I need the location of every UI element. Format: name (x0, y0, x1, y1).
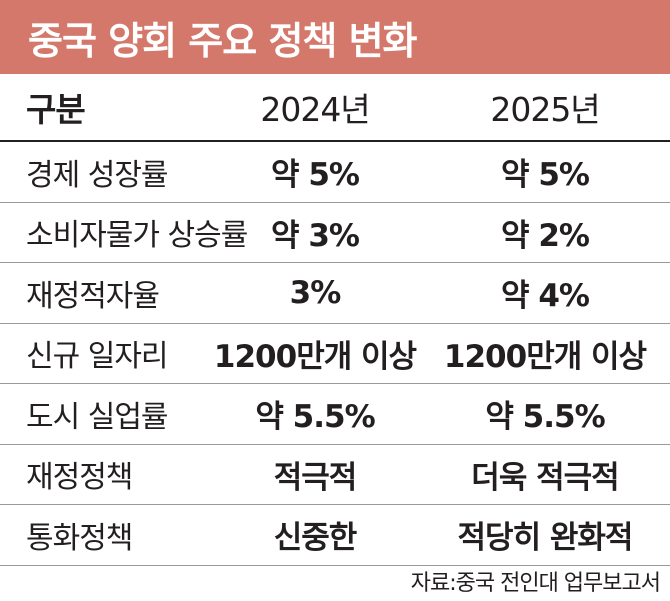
row-label: 경제 성장률 (26, 157, 169, 193)
value-2025: 약 4% (501, 278, 590, 315)
page-title: 중국 양회 주요 정책 변화 (28, 19, 418, 63)
source-note: 자료:중국 전인대 업무보고서 (410, 571, 661, 596)
row-label: 재정적자율 (26, 278, 160, 314)
table-row: 경제 성장률 약 5% 약 5% (0, 142, 670, 203)
row-label: 재정정책 (26, 460, 133, 496)
table-row: 도시 실업률 약 5.5% 약 5.5% (0, 384, 670, 445)
value-2025: 약 5.5% (485, 399, 605, 436)
table-row: 통화정책 신중한 적당히 완화적 (0, 505, 670, 566)
value-2025: 약 5% (501, 157, 590, 194)
policy-table: 구분 2024년 2025년 경제 성장률 약 5% 약 5% 소비자물가 상승… (0, 74, 670, 566)
table-header-row: 구분 2024년 2025년 (0, 74, 670, 142)
value-2025: 1200만개 이상 (443, 338, 647, 375)
value-2024: 적극적 (273, 459, 358, 496)
title-bar: 중국 양회 주요 정책 변화 (0, 0, 670, 74)
value-2025: 적당히 완화적 (457, 520, 634, 557)
table-row: 신규 일자리 1200만개 이상 1200만개 이상 (0, 324, 670, 384)
header-2024: 2024년 (260, 90, 370, 129)
row-label: 신규 일자리 (26, 339, 169, 375)
value-2024: 1200만개 이상 (213, 338, 417, 375)
header-2025: 2025년 (490, 90, 600, 129)
value-2025: 더욱 적극적 (471, 459, 619, 496)
value-2024: 신중한 (273, 520, 358, 557)
table-row: 재정적자율 3% 약 4% (0, 263, 670, 324)
header-category: 구분 (26, 90, 86, 129)
row-label: 통화정책 (26, 520, 133, 556)
table-row: 소비자물가 상승률 약 3% 약 2% (0, 203, 670, 263)
value-2024: 약 5.5% (255, 399, 375, 436)
value-2024: 3% (289, 274, 342, 311)
row-label: 소비자물가 상승률 (26, 218, 248, 254)
value-2024: 약 5% (271, 157, 360, 194)
value-2024: 약 3% (271, 217, 360, 254)
value-2025: 약 2% (501, 217, 590, 254)
row-label: 도시 실업률 (26, 399, 169, 435)
table-row: 재정정책 적극적 더욱 적극적 (0, 445, 670, 505)
